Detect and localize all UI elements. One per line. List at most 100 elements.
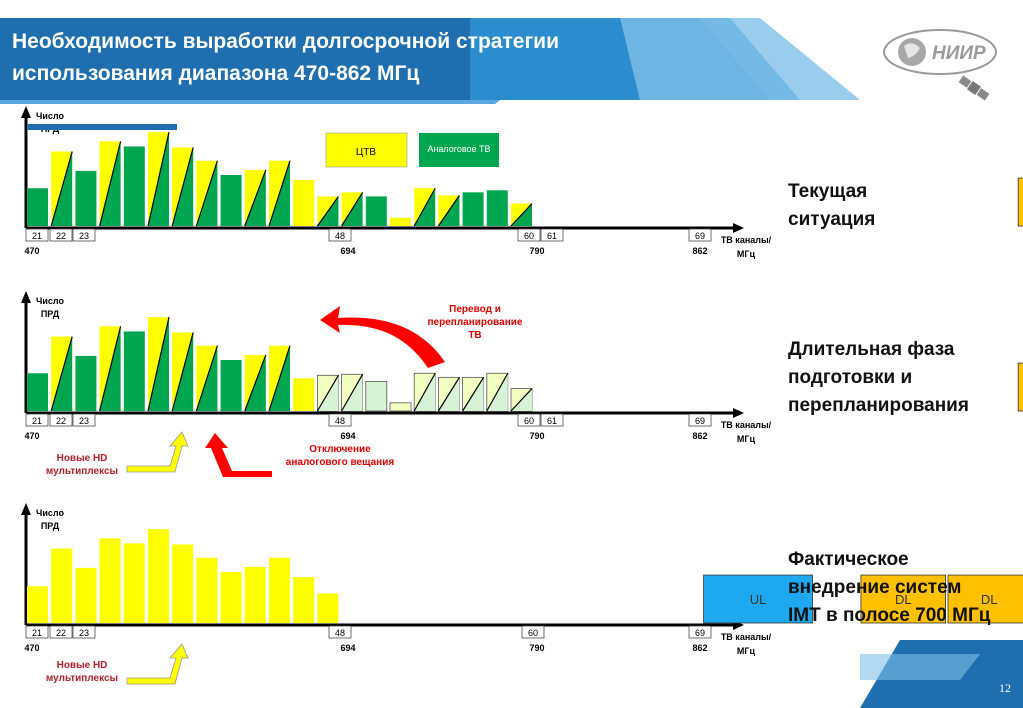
- bar: [75, 567, 97, 623]
- bar: [27, 373, 48, 411]
- channel-tick-label: 22: [56, 628, 66, 638]
- spectrum-block: [703, 574, 813, 624]
- bar: [220, 360, 242, 411]
- yellow-arrow-hd: [126, 643, 189, 685]
- channel-tick-box: [517, 413, 541, 427]
- bar-diagonal: [171, 332, 194, 412]
- channel-tick-label: 21: [32, 231, 42, 241]
- y-axis-arrow: [21, 291, 31, 303]
- annotation-hd: мультиплексы: [46, 466, 118, 477]
- satellite-icon: [958, 75, 990, 101]
- channel-tick-box: [72, 625, 96, 639]
- channel-tick-box: [540, 413, 564, 427]
- channel-tick-label: 60: [524, 416, 534, 426]
- channel-tick-box: [72, 413, 96, 427]
- freq-tick-label: 694: [340, 431, 355, 441]
- channel-tick-box: [688, 413, 712, 427]
- channel-tick-label: 48: [335, 231, 345, 241]
- bar: [123, 331, 145, 411]
- annotation-analog-off: аналогового вещания: [286, 457, 395, 468]
- spectrum-block: [1017, 177, 1023, 227]
- slide-title-line2: использования диапазона 470-862 МГц: [12, 62, 420, 85]
- channel-tick-box: [688, 228, 712, 242]
- channel-tick-box: [328, 413, 352, 427]
- annotation-analog-off: Отключение: [309, 444, 371, 455]
- legend-swatch-digital: [325, 132, 408, 168]
- freq-tick-label: 862: [692, 643, 707, 653]
- bar-diagonal: [50, 336, 73, 412]
- bar-diagonal: [147, 132, 170, 227]
- annotation-hd: мультиплексы: [46, 673, 118, 684]
- bar: [172, 544, 194, 623]
- bar: [27, 586, 48, 623]
- channel-tick-box: [49, 625, 73, 639]
- freq-tick-label: 470: [24, 246, 39, 256]
- bar-diagonal: [510, 203, 533, 227]
- bar: [389, 402, 412, 412]
- spectrum-block: [947, 574, 1023, 624]
- bar: [123, 543, 145, 623]
- niir-logo: НИИР: [883, 29, 997, 101]
- svg-text:НИИР: НИИР: [932, 43, 986, 64]
- x-axis-arrow: [733, 223, 744, 233]
- bar: [390, 217, 411, 226]
- x-axis-label: МГц: [737, 434, 756, 444]
- spectrum-block: [860, 574, 947, 624]
- channel-tick-label: 23: [79, 628, 89, 638]
- bar: [365, 196, 387, 226]
- channel-tick-box: [688, 625, 712, 639]
- x-axis-label: ТВ каналы/: [721, 632, 772, 642]
- bar-diagonal: [244, 354, 267, 412]
- bar: [27, 188, 48, 226]
- bar-diagonal: [50, 151, 73, 227]
- red-arrow-analog-off: [205, 433, 272, 477]
- bar: [486, 190, 508, 226]
- slide-title-line1: Необходимость выработки долгосрочной стр…: [12, 30, 560, 53]
- bar-diagonal: [244, 169, 267, 227]
- channel-tick-label: 48: [335, 416, 345, 426]
- channel-tick-label: 21: [32, 628, 42, 638]
- channel-tick-box: [521, 625, 545, 639]
- freq-tick-label: 694: [340, 643, 355, 653]
- bar: [293, 180, 315, 226]
- x-axis-label: МГц: [737, 249, 756, 259]
- bar-diagonal: [195, 345, 218, 412]
- y-axis-label: Число: [36, 296, 64, 306]
- channel-tick-label: 69: [695, 416, 705, 426]
- channel-tick-box: [517, 228, 541, 242]
- annotation-hd: Новые HD: [57, 660, 108, 671]
- channel-tick-label: 23: [79, 231, 89, 241]
- x-axis-label: ТВ каналы/: [721, 235, 772, 245]
- x-axis-arrow: [733, 408, 744, 418]
- channel-tick-box: [25, 625, 49, 639]
- red-arrow-replan: [320, 306, 445, 368]
- spectrum-block-label: DL: [981, 592, 998, 607]
- spectrum-block-label: UL: [750, 592, 767, 607]
- channel-tick-label: 60: [524, 231, 534, 241]
- channel-tick-box: [25, 228, 49, 242]
- y-axis-label: ПРД: [41, 309, 60, 319]
- annotation-replan: ТВ: [468, 330, 481, 341]
- bar-diagonal: [413, 187, 436, 227]
- bar-diagonal: [486, 372, 509, 412]
- bar: [462, 192, 484, 226]
- bar-diagonal: [316, 196, 339, 227]
- bar: [196, 557, 218, 623]
- freq-tick-label: 694: [340, 246, 355, 256]
- bar-diagonal: [268, 160, 291, 227]
- panel1-title: Текущая ситуация: [788, 181, 876, 230]
- annotation-replan: Перевод и: [449, 304, 501, 315]
- channel-tick-label: 61: [547, 416, 557, 426]
- freq-tick-label: 790: [529, 643, 544, 653]
- legend-swatch-analog: [419, 133, 499, 167]
- channel-tick-box: [540, 228, 564, 242]
- legend-label: Аналоговое ТВ: [427, 144, 490, 154]
- freq-tick-label: 470: [24, 643, 39, 653]
- channel-tick-label: 23: [79, 416, 89, 426]
- y-axis-label: Число: [36, 508, 64, 518]
- bar-diagonal: [316, 374, 339, 412]
- accent-bar: [27, 124, 177, 130]
- bar: [293, 577, 315, 623]
- bar: [51, 548, 73, 623]
- bar-diagonal: [462, 377, 485, 412]
